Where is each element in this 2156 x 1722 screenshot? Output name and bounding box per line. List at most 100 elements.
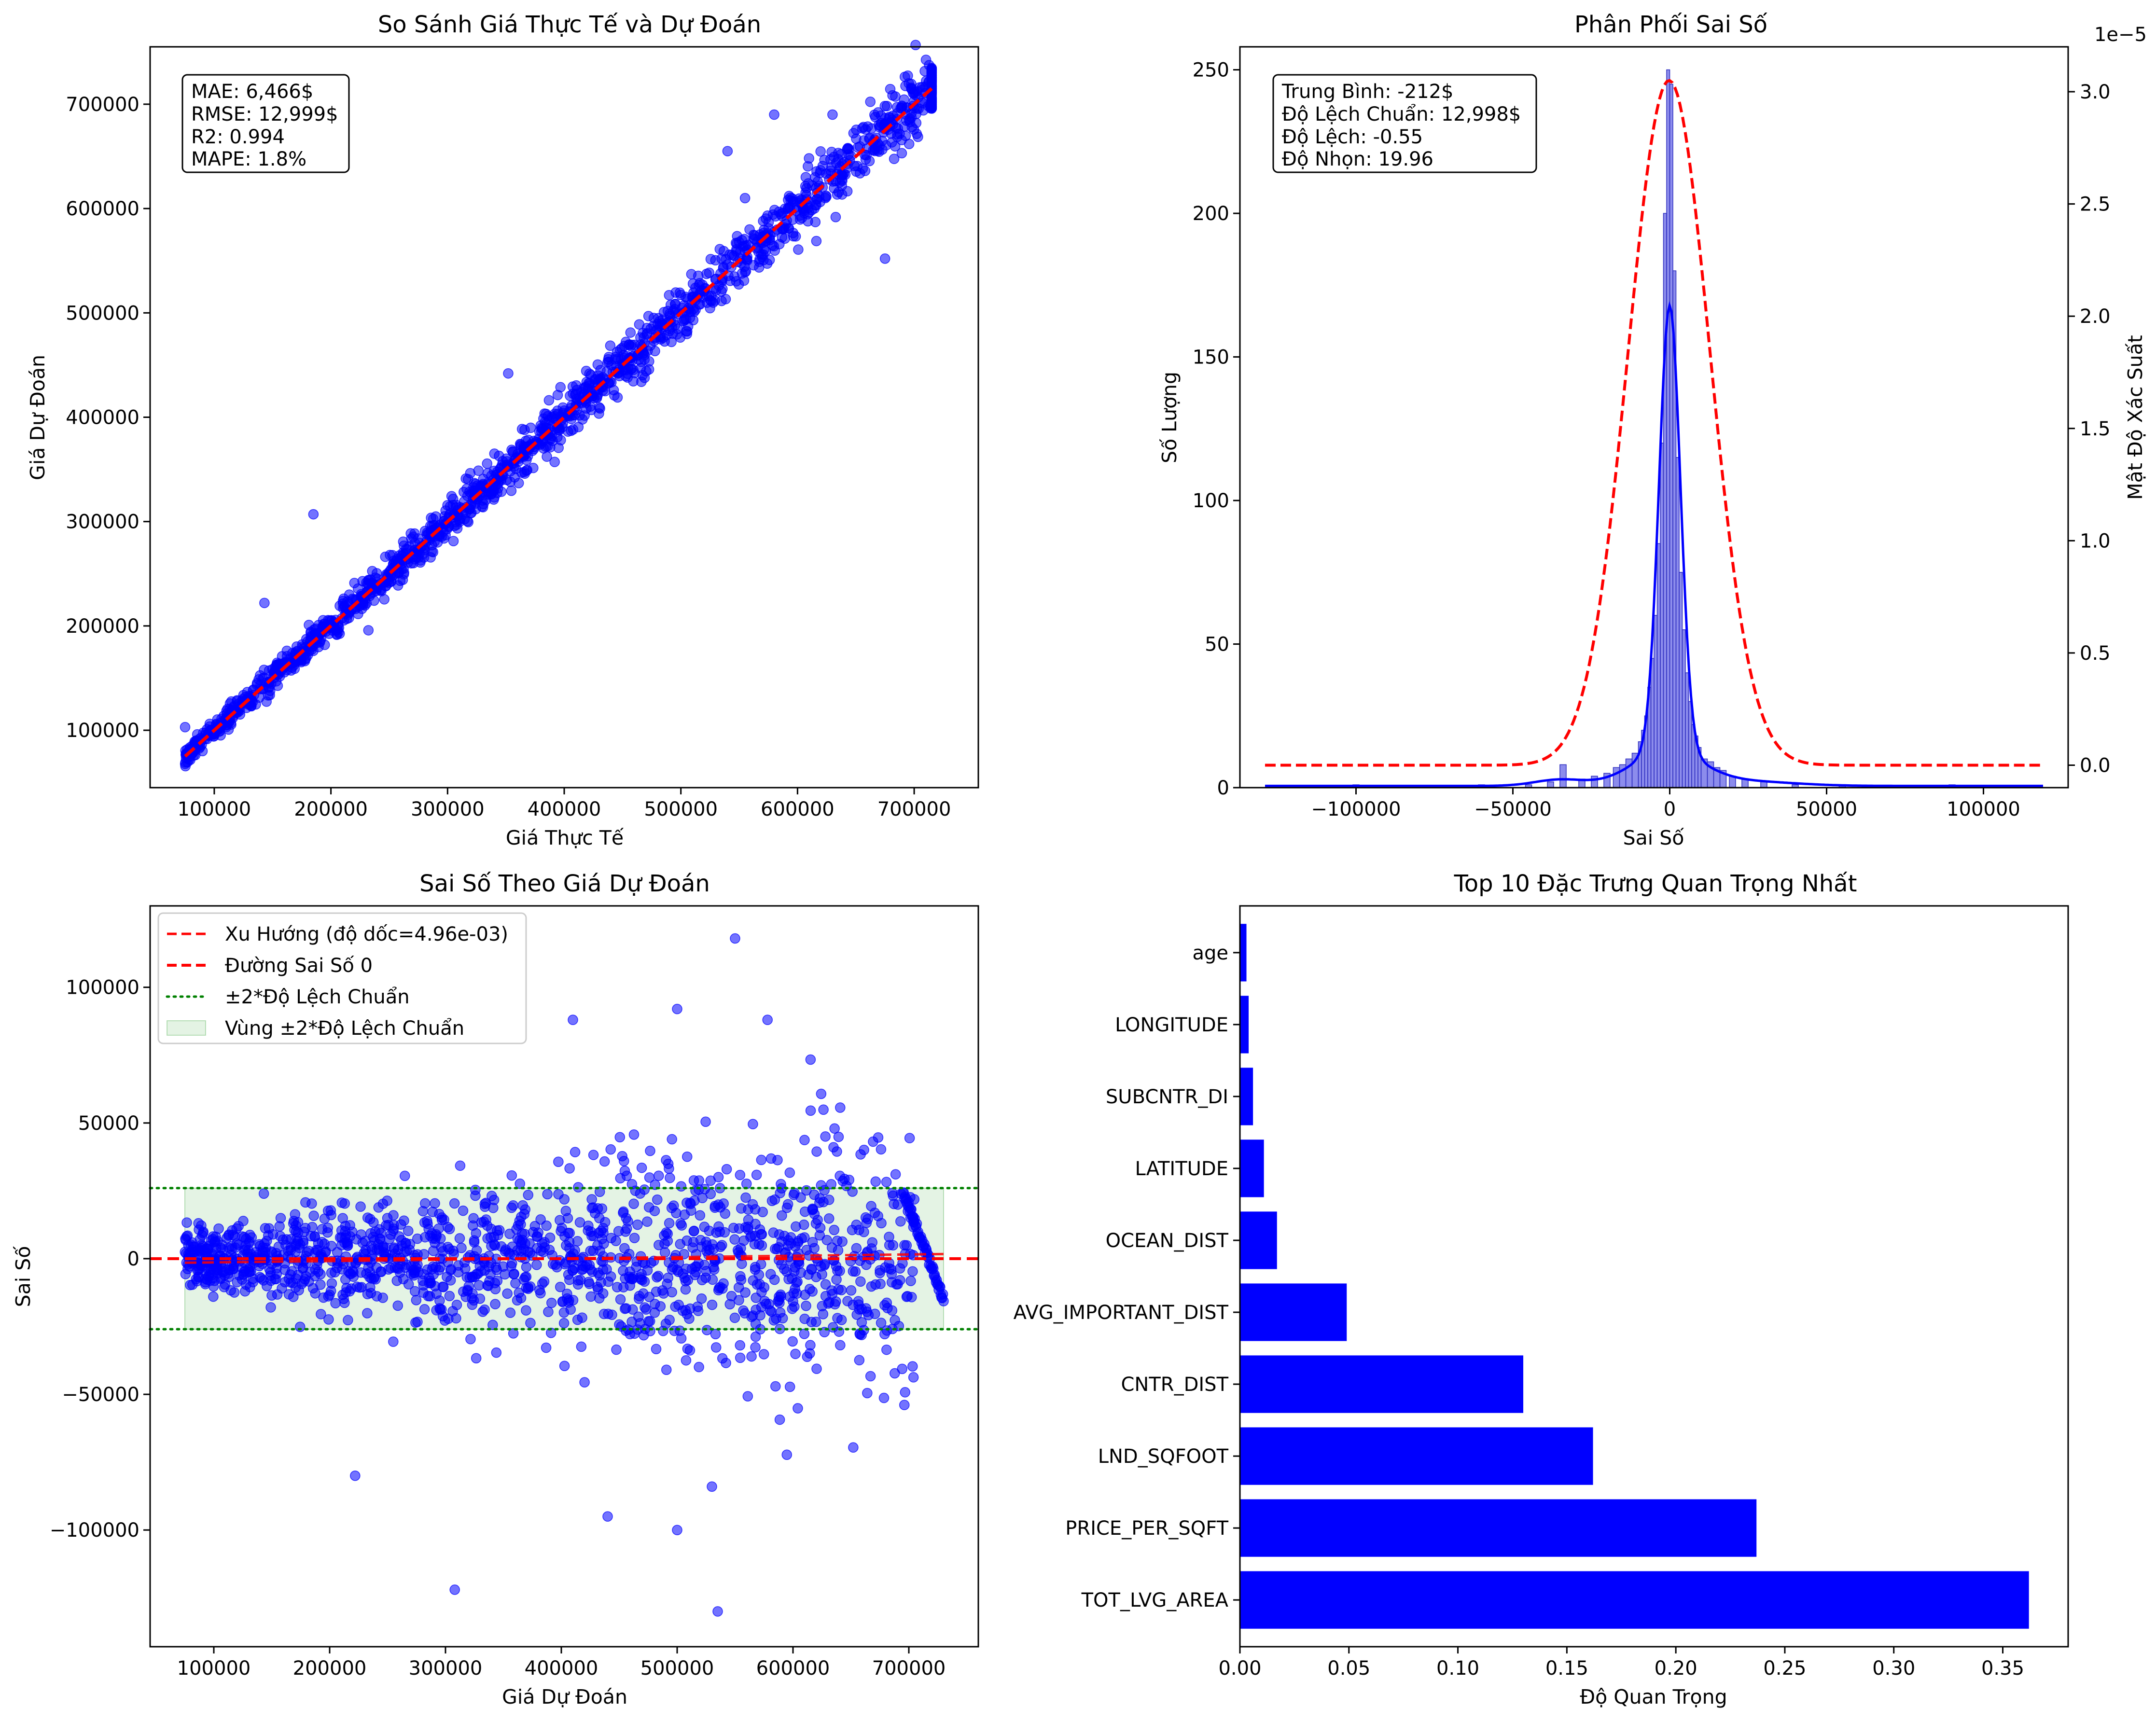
panel3-x-ticks: 100000 200000 300000 400000 500000 600000 7000… [177, 1647, 946, 1680]
panel4-bar [1240, 1427, 1593, 1485]
panel1-x-label: Giá Thực Tế [506, 826, 624, 849]
panel3-point [248, 1277, 258, 1288]
panel3-point [750, 1331, 761, 1342]
panel3-point [558, 1307, 570, 1318]
panel1-ytick-label: 600000 [66, 198, 139, 220]
panel1-point [648, 320, 659, 331]
panel1-point [571, 385, 583, 395]
panel1-point [432, 537, 443, 548]
panel3-point [490, 1299, 501, 1309]
panel3-point [399, 1215, 409, 1226]
panel3-point [736, 1275, 747, 1285]
panel3-point [629, 1233, 640, 1243]
panel3-point [599, 1217, 611, 1228]
panel3-point [265, 1270, 276, 1281]
panel3-point [866, 1201, 876, 1211]
panel3-point [783, 1251, 794, 1263]
panel1-point [832, 189, 843, 200]
panel3-point [197, 1228, 209, 1238]
panel3-outlier-point [568, 1014, 578, 1025]
panel3-point [846, 1285, 857, 1296]
panel3-point [907, 1266, 918, 1277]
panel3-point [471, 1245, 482, 1256]
panel3-point [892, 1279, 903, 1290]
panel1-point [674, 287, 685, 298]
panel3-point [897, 1363, 907, 1375]
panel3-point [517, 1235, 528, 1246]
panel3-point [649, 1307, 660, 1318]
panel3-point [417, 1206, 429, 1217]
panel2-xtick-label: 50000 [1796, 798, 1857, 820]
panel3-point [325, 1286, 336, 1296]
panel3-point [309, 1271, 320, 1281]
panel1-point [415, 557, 426, 568]
panel3-point [326, 1267, 337, 1278]
panel3-point [373, 1202, 384, 1213]
panel1-xtick-label: 600000 [761, 798, 835, 820]
panel3-point [772, 1155, 783, 1166]
panel1-point [754, 262, 765, 273]
panel1-ytick-label: 400000 [66, 407, 139, 429]
histogram-error-distribution: Phân Phối Sai Số −100000 −50000 0 50000 1000… [1158, 11, 2147, 849]
panel3-point [362, 1308, 373, 1319]
panel3-point [694, 1361, 704, 1373]
panel4-category-label: LONGITUDE [1115, 1014, 1228, 1036]
panel3-point [812, 1215, 823, 1225]
panel3-point [453, 1267, 464, 1278]
panel3-point [818, 1104, 829, 1115]
panel1-point [815, 146, 826, 157]
panel2-hist-bar [1660, 443, 1664, 788]
panel2-stats-box [1272, 74, 1537, 173]
panel3-point [564, 1163, 575, 1174]
panel3-point [642, 1216, 653, 1227]
panel3-point [593, 1267, 603, 1278]
panel3-point [676, 1181, 687, 1192]
panel1-outlier-point [308, 509, 319, 520]
panel3-point [715, 1202, 726, 1213]
panel3-point [412, 1233, 423, 1244]
panel3-y-label: Sai Số [12, 1246, 35, 1307]
panel3-point [759, 1296, 770, 1306]
panel3-point [628, 1129, 640, 1140]
panel3-point [707, 1274, 718, 1285]
scatter-residuals-vs-predicted: Sai Số Theo Giá Dự Đoán 100000 200000 3000… [12, 870, 980, 1708]
panel3-legend-box [157, 912, 527, 1044]
panel2-hist-bar [1688, 701, 1692, 788]
panel3-point [816, 1088, 827, 1099]
panel3-point [870, 1279, 881, 1290]
panel2-hist-bar [1675, 457, 1680, 788]
panel1-point [618, 350, 629, 361]
panel3-point [451, 1313, 461, 1324]
panel3-point [687, 1242, 698, 1253]
panel1-point [881, 140, 891, 151]
panel3-point [859, 1144, 869, 1155]
panel3-point [489, 1240, 501, 1251]
panel3-point [579, 1377, 590, 1388]
panel1-point [371, 568, 382, 579]
panel4-bar [1240, 1211, 1277, 1269]
panel3-point [594, 1186, 605, 1197]
panel1-point [731, 276, 742, 287]
panel1-outlier-point [769, 109, 779, 120]
panel3-points [180, 933, 949, 1617]
panel3-point [774, 1414, 785, 1425]
panel1-point [339, 600, 350, 611]
panel1-ytick-label: 200000 [66, 615, 139, 638]
panel3-point [522, 1247, 533, 1257]
panel3-point [684, 1345, 695, 1356]
panel3-point [850, 1266, 861, 1277]
panel2-hist-bar [1613, 767, 1620, 788]
panel3-point [765, 1269, 776, 1279]
panel3-point [769, 1194, 780, 1205]
panel4-category-ticks: TOT_LVG_AREA PRICE_PER_SQFT LND_SQFOOT CNTR… [1014, 942, 1240, 1611]
panel3-point [617, 1151, 627, 1162]
panel3-point [336, 1232, 347, 1243]
panel3-point [250, 1247, 261, 1258]
panel3-point [438, 1282, 449, 1292]
panel3-point [521, 1262, 532, 1273]
panel3-point [742, 1222, 753, 1232]
panel4-bar [1240, 1571, 2029, 1629]
panel1-point [563, 426, 573, 437]
panel3-point [585, 1291, 596, 1302]
panel3-point [458, 1205, 469, 1216]
